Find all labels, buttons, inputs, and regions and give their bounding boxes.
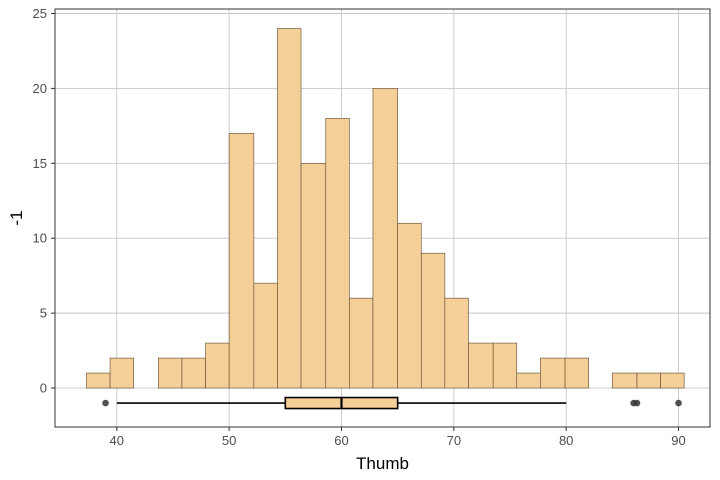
y-axis-title: -1 [7,210,26,225]
histogram-bar [158,357,183,389]
x-tick-label: 90 [671,433,685,448]
x-axis-ticks: 40 50 60 70 80 90 [110,427,686,448]
x-tick-label: 60 [334,433,348,448]
x-tick-label: 70 [447,433,461,448]
y-tick-label: 5 [40,306,47,321]
histogram-bar [228,133,255,389]
histogram-bar [540,357,566,389]
histogram-bar [181,357,206,389]
histogram-bar [444,297,469,389]
x-tick-label: 40 [110,433,124,448]
histogram-bar [349,297,374,389]
histogram-bar [468,342,494,389]
histogram-bar [300,163,327,389]
y-tick-label: 10 [33,231,47,246]
histogram-bar [372,88,398,389]
histogram-bar [253,282,278,389]
boxplot-outlier [675,399,682,407]
histogram-bar [397,222,422,389]
y-axis-ticks: 0 5 10 15 20 25 [33,6,55,396]
y-tick-label: 0 [40,381,47,396]
x-tick-label: 50 [222,433,236,448]
boxplot-outlier [102,399,109,407]
histogram-bar [325,118,350,389]
y-tick-label: 20 [33,81,47,96]
histogram-bar [492,342,518,389]
y-tick-label: 25 [33,6,47,21]
boxplot-outlier [633,399,641,407]
histogram-bar [611,372,638,389]
x-tick-label: 80 [559,433,573,448]
histogram-bar [109,357,134,389]
histogram-bars [86,28,685,389]
histogram-bar [420,252,446,389]
histogram-bar [277,28,302,389]
histogram-bar [564,357,589,389]
histogram-bar [86,372,111,389]
boxplot [102,396,682,410]
panel-border [54,8,711,428]
histogram-bar [516,372,541,389]
histogram-bar [660,372,685,389]
x-axis-title: Thumb [356,454,409,473]
y-tick-label: 15 [33,156,47,171]
histogram-bar [636,372,661,389]
histogram-bar [205,342,230,389]
